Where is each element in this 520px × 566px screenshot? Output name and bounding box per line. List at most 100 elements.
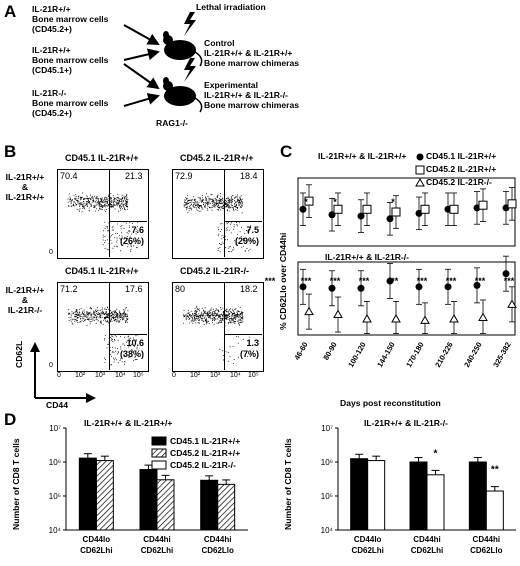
facs-dot [125,321,127,323]
facs-dot [235,208,237,210]
facs-dot [248,229,250,231]
facs-dot [228,315,229,317]
facs-dot [225,204,227,205]
facs-dot [202,202,204,204]
facs-dot [78,309,80,310]
facs-dot [126,232,128,234]
facs-dot [84,320,86,322]
facs-dot [214,202,216,204]
facs-dot [113,196,115,198]
facs-dot [110,197,112,199]
facs-dot [212,205,214,206]
facs-dot [70,313,72,315]
facs-dot [216,322,218,324]
facs-dot [75,204,77,206]
facs-dot [96,319,98,321]
facs-dot [198,206,200,208]
panel-d-y-tick-label: 10⁴ [49,526,62,535]
data-point-open-triangle [478,312,488,321]
facs-dot [107,227,109,229]
facs-dot [252,239,253,241]
facs-dot [80,315,82,317]
facs-dot [82,317,84,319]
facs-dot [130,246,132,248]
facs-dot [125,196,127,198]
facs-dot [129,345,131,347]
donor1-label: IL-21R+/+ Bone marrow cells (CD45.2+) [32,4,108,34]
facs-dot [127,233,129,235]
facs-dot [105,198,107,200]
facs-dot [117,351,119,353]
facs-dot [101,313,103,315]
facs-dot [102,310,104,312]
facs-dot [234,323,236,324]
panel-c-x-tick-label: 170-180 [404,341,426,369]
facs-dot [101,307,103,309]
facs-dot [219,198,221,200]
facs-dot [207,206,209,208]
facs-dot [116,198,118,200]
facs-dot [238,336,239,338]
facs-dot [236,196,238,198]
facs-dot [228,202,230,204]
facs-dot [190,209,192,211]
quadrant-top-right-value: 18.2 [240,284,258,294]
facs-dot [237,207,238,209]
facs-dot [223,359,224,361]
facs-dot [226,229,228,231]
facs-dot [235,243,237,245]
facs-dot [112,310,114,312]
facs-dot [121,194,123,196]
facs-dot [222,319,224,321]
facs-dot [88,202,90,203]
facs-dot [223,204,224,206]
facs-x-tick: 10² [190,372,201,379]
facs-dot [95,309,97,311]
facs-dot [107,315,109,317]
facs-dot [90,203,92,205]
facs-dot [88,207,90,209]
facs-dot [217,312,218,314]
facs-dot [218,314,220,316]
experimental-line1: Experimental [204,80,258,90]
facs-dot [197,318,199,320]
irradiation-label: Lethal irradiation [196,2,266,12]
facs-dot [118,316,120,318]
facs-dot [202,320,204,322]
facs-dot [109,202,111,204]
panel-d-legend-3: CD45.2 IL-21R-/- [170,460,236,470]
facs-dot [205,312,207,314]
facs-dot [123,203,124,205]
facs-dot [206,312,208,314]
facs-dot [230,222,232,224]
facs-dot [212,310,214,312]
facs-dot [81,192,83,194]
facs-dot [74,318,76,320]
facs-dot [115,317,117,319]
facs-dot [96,204,98,206]
significance-star: *** [446,276,457,286]
facs-dot [230,308,231,310]
facs-dot [104,240,106,242]
facs-dot [114,309,116,311]
panel-d-y-tick-label: 10⁵ [321,492,333,501]
facs-dot [100,204,102,206]
facs-dot [129,230,131,232]
facs-dot [203,315,205,317]
facs-dot [214,203,215,205]
facs-dot [242,312,244,314]
facs-gate-vertical [224,169,225,257]
facs-dot [237,322,239,324]
facs-dot [68,312,70,314]
facs-dot [91,313,93,315]
facs-dot [80,198,82,200]
facs-dot [204,205,206,207]
facs-dot [130,244,132,246]
facs-dot [202,314,204,316]
facs-dot [194,319,196,321]
facs-dot [106,197,108,199]
facs-dot [190,203,192,205]
facs-dot [233,312,235,314]
facs-dot [237,199,239,201]
facs-dot [111,229,113,231]
